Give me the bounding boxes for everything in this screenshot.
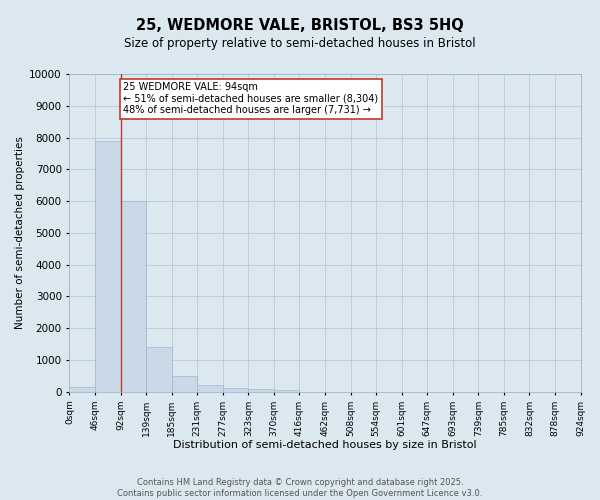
Text: Size of property relative to semi-detached houses in Bristol: Size of property relative to semi-detach… [124, 38, 476, 51]
Bar [146, 348, 172, 392]
Text: Contains HM Land Registry data © Crown copyright and database right 2025.
Contai: Contains HM Land Registry data © Crown c… [118, 478, 482, 498]
Text: 25, WEDMORE VALE, BRISTOL, BS3 5HQ: 25, WEDMORE VALE, BRISTOL, BS3 5HQ [136, 18, 464, 32]
Y-axis label: Number of semi-detached properties: Number of semi-detached properties [15, 136, 25, 330]
Bar [172, 376, 197, 392]
Bar [121, 201, 146, 392]
Bar [197, 384, 223, 392]
Bar [223, 388, 248, 392]
X-axis label: Distribution of semi-detached houses by size in Bristol: Distribution of semi-detached houses by … [173, 440, 477, 450]
Bar [274, 390, 299, 392]
Text: 25 WEDMORE VALE: 94sqm
← 51% of semi-detached houses are smaller (8,304)
48% of : 25 WEDMORE VALE: 94sqm ← 51% of semi-det… [123, 82, 378, 115]
Bar [70, 387, 95, 392]
Bar [248, 389, 274, 392]
Bar [95, 140, 121, 392]
